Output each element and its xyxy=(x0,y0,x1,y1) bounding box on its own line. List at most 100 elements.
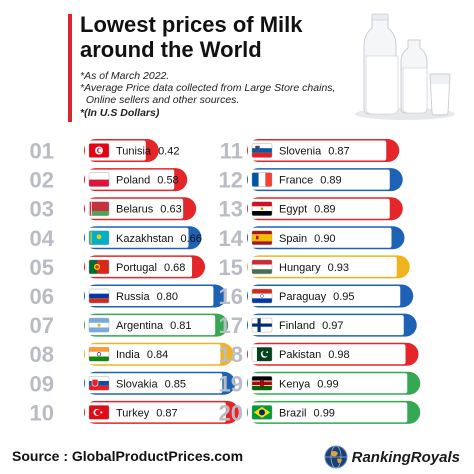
value-label-kazakhstan: 0.66 xyxy=(180,233,201,245)
kenya-flag-icon xyxy=(251,376,273,391)
label-chip-spain xyxy=(248,227,392,248)
russia-flag-icon xyxy=(88,288,110,304)
value-label-france: 0.89 xyxy=(320,175,341,187)
label-chip-hungary xyxy=(248,256,397,277)
portugal-flag-icon xyxy=(88,259,110,275)
rank-label-portugal: 05 xyxy=(30,255,54,280)
title-accent-bar xyxy=(68,14,72,122)
rank-label-slovakia: 09 xyxy=(30,371,54,396)
country-label-paraguay: Paraguay xyxy=(279,291,327,303)
rank-label-brazil: 20 xyxy=(219,400,243,425)
label-chip-brazil xyxy=(248,402,408,423)
title-line-1: Lowest prices of Milk xyxy=(80,12,303,37)
value-label-paraguay: 0.95 xyxy=(333,291,354,303)
label-chip-finland xyxy=(248,315,404,336)
value-label-pakistan: 0.98 xyxy=(328,349,349,361)
argentina-flag-icon xyxy=(88,317,110,333)
country-label-hungary: Hungary xyxy=(279,262,321,274)
value-label-slovenia: 0.87 xyxy=(328,146,349,158)
country-label-france: France xyxy=(279,175,313,187)
label-chip-india xyxy=(85,344,221,365)
rank-label-pakistan: 18 xyxy=(219,342,243,367)
label-chip-slovakia xyxy=(85,373,223,394)
value-label-india: 0.84 xyxy=(147,349,168,361)
country-label-portugal: Portugal xyxy=(116,262,157,274)
rank-label-finland: 17 xyxy=(219,313,243,338)
value-label-finland: 0.97 xyxy=(322,320,343,332)
label-chip-russia xyxy=(85,286,214,306)
note-method: *Average Price data collected from Large… xyxy=(80,82,336,95)
country-label-kenya: Kenya xyxy=(279,378,311,390)
country-label-tunisia: Tunisia xyxy=(116,146,152,158)
country-label-poland: Poland xyxy=(116,175,150,187)
title-line-2: around the World xyxy=(80,37,262,62)
value-label-hungary: 0.93 xyxy=(328,262,349,274)
label-chip-belarus xyxy=(85,198,184,219)
value-label-turkey: 0.87 xyxy=(156,407,177,419)
finland-flag-icon xyxy=(251,317,273,333)
rank-label-egypt: 13 xyxy=(219,197,243,222)
label-chip-egypt xyxy=(248,198,390,219)
country-label-slovakia: Slovakia xyxy=(116,378,158,390)
note-date: *As of March 2022. xyxy=(80,70,170,82)
value-label-poland: 0.58 xyxy=(157,175,178,187)
label-chip-pakistan xyxy=(248,344,406,365)
label-chip-france xyxy=(248,169,390,190)
slovakia-flag-icon xyxy=(88,376,110,391)
milk-bottles-illustration xyxy=(355,13,455,120)
label-chip-portugal xyxy=(85,256,193,277)
rank-label-belarus: 03 xyxy=(30,197,54,222)
india-flag-icon xyxy=(88,347,110,362)
country-label-argentina: Argentina xyxy=(116,320,164,332)
label-chip-kazakhstan xyxy=(85,227,189,248)
value-label-kenya: 0.99 xyxy=(317,378,338,390)
egypt-flag-icon xyxy=(251,201,273,216)
tunisia-flag-icon xyxy=(88,143,110,158)
paraguay-flag-icon xyxy=(251,288,273,304)
pakistan-flag-icon xyxy=(251,347,273,362)
rank-label-hungary: 15 xyxy=(219,255,243,280)
label-chip-paraguay xyxy=(248,286,401,306)
value-label-portugal: 0.68 xyxy=(164,262,185,274)
country-label-spain: Spain xyxy=(279,233,307,245)
label-chip-kenya xyxy=(248,373,408,394)
country-label-kazakhstan: Kazakhstan xyxy=(116,233,173,245)
notes-block: *As of March 2022. *Average Price data c… xyxy=(80,70,350,119)
rank-label-argentina: 07 xyxy=(30,313,54,338)
value-label-egypt: 0.89 xyxy=(314,204,335,216)
rank-label-tunisia: 01 xyxy=(30,139,54,164)
rank-label-india: 08 xyxy=(30,342,54,367)
rank-label-kenya: 19 xyxy=(219,371,243,396)
value-label-spain: 0.90 xyxy=(314,233,335,245)
slovenia-flag-icon xyxy=(251,143,273,158)
value-label-slovakia: 0.85 xyxy=(165,378,186,390)
label-chip-argentina xyxy=(85,315,216,336)
spain-flag-icon xyxy=(251,230,273,246)
country-label-slovenia: Slovenia xyxy=(279,146,322,158)
country-label-belarus: Belarus xyxy=(116,204,154,216)
country-label-india: India xyxy=(116,349,141,361)
page-title: Lowest prices of Milk around the World xyxy=(80,12,360,62)
note-unit: *(In U.S Dollars) xyxy=(80,106,160,119)
value-label-tunisia: 0.42 xyxy=(158,146,179,158)
rank-label-poland: 02 xyxy=(30,168,54,193)
country-label-russia: Russia xyxy=(116,291,151,303)
hungary-flag-icon xyxy=(251,259,273,275)
value-label-argentina: 0.81 xyxy=(170,320,191,332)
rank-label-slovenia: 11 xyxy=(220,139,243,164)
turkey-flag-icon xyxy=(88,405,110,420)
belarus-flag-icon xyxy=(88,201,110,216)
rank-label-turkey: 10 xyxy=(30,400,54,425)
brazil-flag-icon xyxy=(251,405,273,420)
rank-label-spain: 14 xyxy=(219,226,244,251)
source-credit: Source : GlobalProductPrices.com xyxy=(12,448,244,464)
globe-icon xyxy=(324,445,348,469)
value-label-brazil: 0.99 xyxy=(314,407,335,419)
rank-label-russia: 06 xyxy=(30,284,54,309)
label-chip-turkey xyxy=(85,402,226,423)
country-label-brazil: Brazil xyxy=(279,407,307,419)
note-method-cont: Online sellers and other sources. xyxy=(80,94,240,107)
france-flag-icon xyxy=(251,172,273,187)
kazakhstan-flag-icon xyxy=(88,230,110,246)
